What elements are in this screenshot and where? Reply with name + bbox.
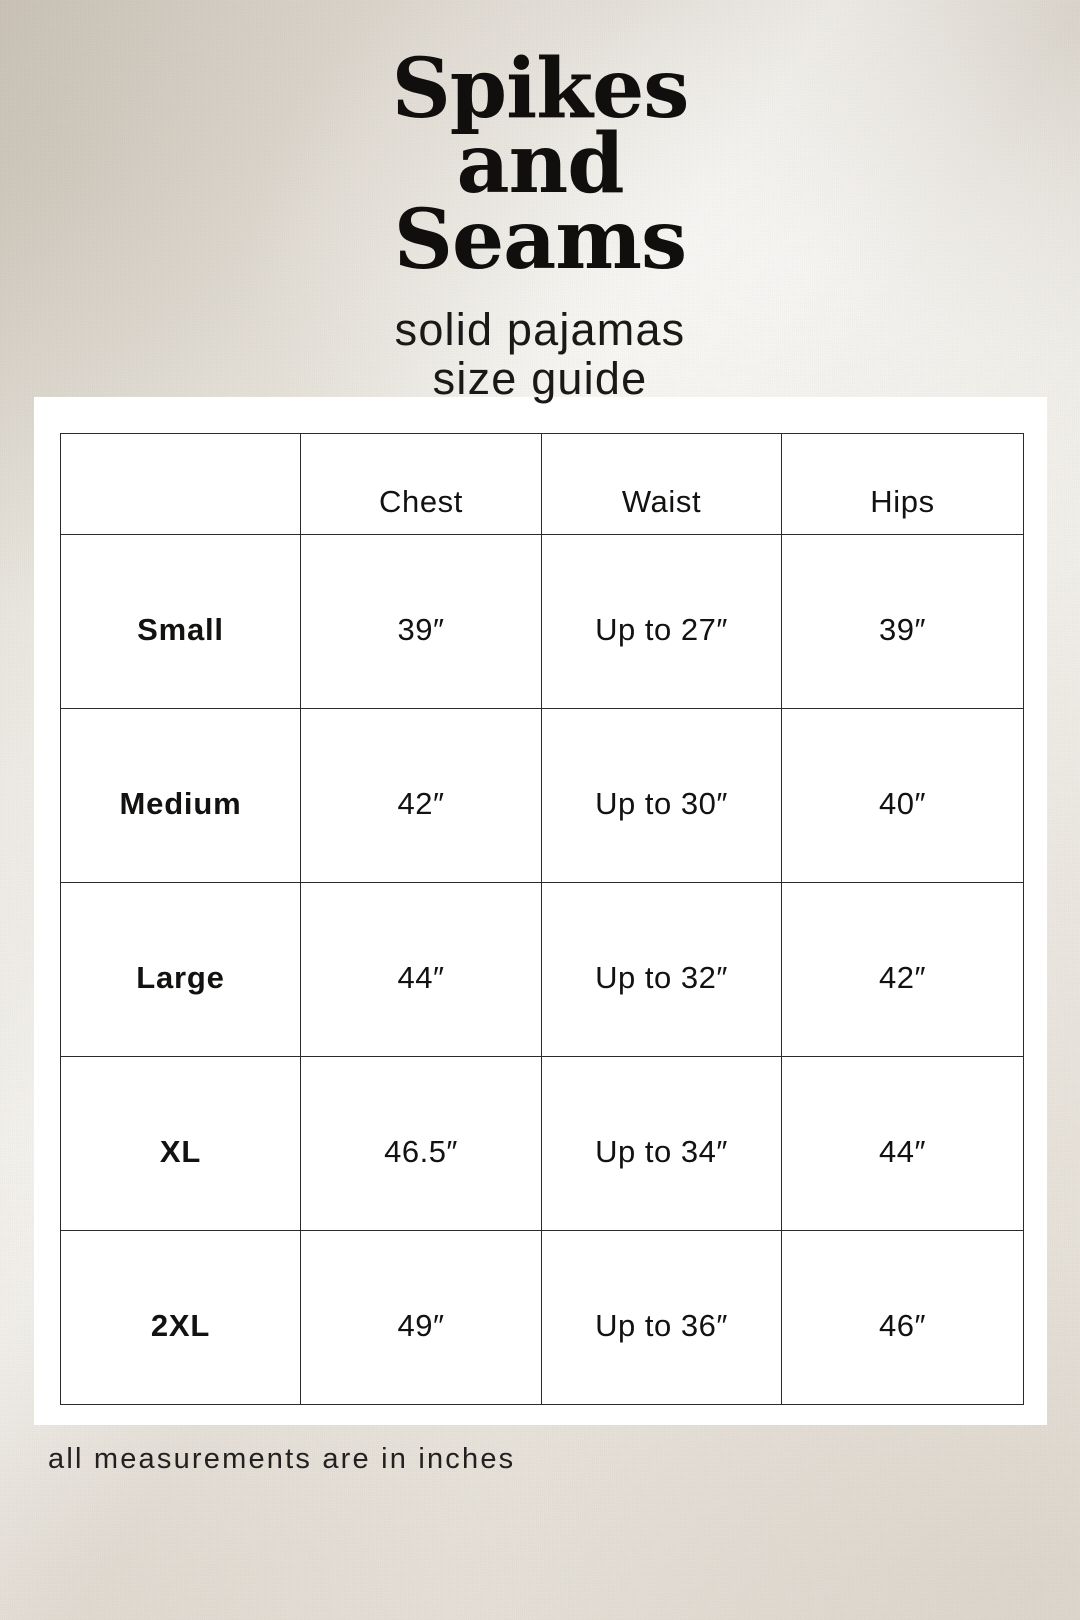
- cell-chest: 44″: [300, 882, 542, 1057]
- cell-size: Large: [60, 882, 301, 1057]
- cell-size: Small: [60, 534, 301, 709]
- brand-line-1: Spikes: [391, 41, 690, 137]
- table-row: 2XL 49″ Up to 36″ 46″: [60, 1230, 1024, 1405]
- cell-chest: 42″: [300, 708, 542, 883]
- brand-line-3: Seams: [393, 191, 687, 288]
- page-subtitle: solid pajamas size guide: [0, 306, 1080, 403]
- column-header-chest: Chest: [300, 433, 542, 535]
- table-row: Small 39″ Up to 27″ 39″: [60, 534, 1024, 709]
- column-header-hips: Hips: [781, 433, 1024, 535]
- cell-hips: 42″: [781, 882, 1024, 1057]
- cell-waist: Up to 27″: [541, 534, 782, 709]
- cell-hips: 39″: [781, 534, 1024, 709]
- table-row: XL 46.5″ Up to 34″ 44″: [60, 1056, 1024, 1231]
- size-chart-card: Chest Waist Hips Small 39″ Up to 27″ 39″…: [34, 397, 1047, 1425]
- header: Spikes and Seams solid pajamas size guid…: [0, 0, 1080, 404]
- cell-waist: Up to 30″: [541, 708, 782, 883]
- cell-waist: Up to 34″: [541, 1056, 782, 1231]
- footer-note: all measurements are in inches: [48, 1443, 516, 1475]
- table-body: Small 39″ Up to 27″ 39″ Medium 42″ Up to…: [60, 534, 1024, 1405]
- subtitle-line-2: size guide: [432, 352, 648, 404]
- size-chart-table: Chest Waist Hips Small 39″ Up to 27″ 39″…: [60, 433, 1024, 1405]
- cell-waist: Up to 36″: [541, 1230, 782, 1405]
- brand-line-2: and: [456, 116, 624, 213]
- cell-hips: 46″: [781, 1230, 1024, 1405]
- table-row: Large 44″ Up to 32″ 42″: [60, 882, 1024, 1057]
- cell-chest: 49″: [300, 1230, 542, 1405]
- cell-waist: Up to 32″: [541, 882, 782, 1057]
- cell-hips: 40″: [781, 708, 1024, 883]
- subtitle-line-1: solid pajamas: [394, 304, 686, 356]
- brand-logo: Spikes and Seams: [0, 0, 1080, 288]
- table-row: Medium 42″ Up to 30″ 40″: [60, 708, 1024, 883]
- table-header-row: Chest Waist Hips: [60, 433, 1024, 535]
- cell-hips: 44″: [781, 1056, 1024, 1231]
- cell-size: XL: [60, 1056, 301, 1231]
- cell-size: 2XL: [60, 1230, 301, 1405]
- column-header-size: [60, 433, 301, 535]
- cell-chest: 39″: [300, 534, 542, 709]
- column-header-waist: Waist: [541, 433, 782, 535]
- cell-size: Medium: [60, 708, 301, 883]
- cell-chest: 46.5″: [300, 1056, 542, 1231]
- table-header: Chest Waist Hips: [60, 433, 1024, 535]
